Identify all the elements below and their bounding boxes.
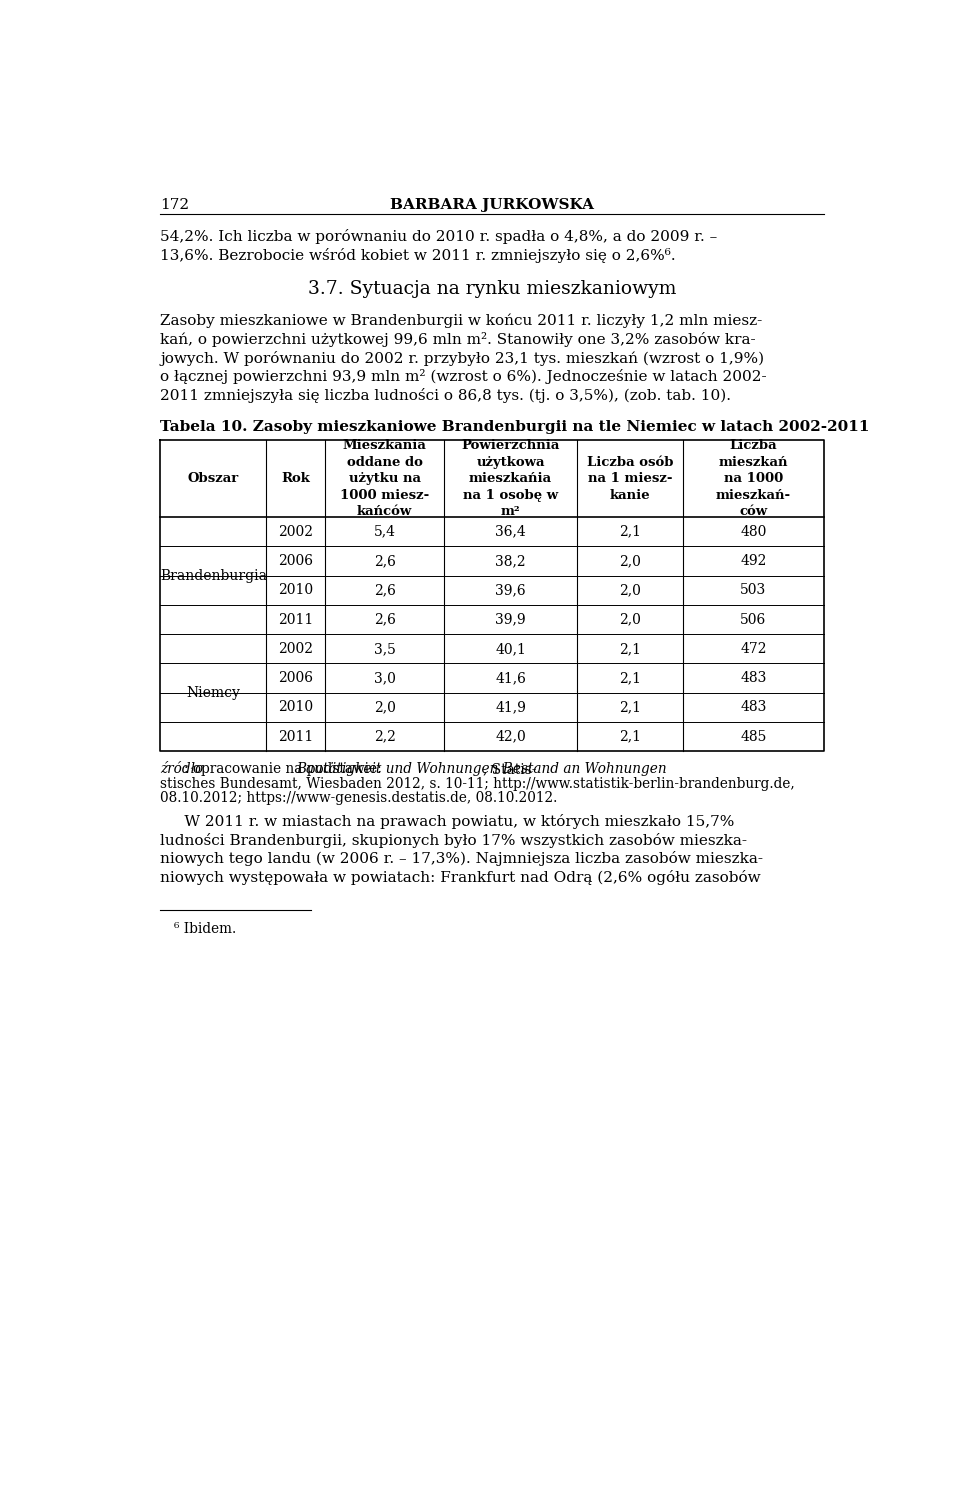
- Text: kań, o powierzchni użytkowej 99,6 mln m². Stanowiły one 3,2% zasobów kra-: kań, o powierzchni użytkowej 99,6 mln m²…: [160, 333, 756, 348]
- Text: 2,6: 2,6: [373, 612, 396, 626]
- Text: źródło: źródło: [160, 762, 204, 776]
- Text: : opracowanie na podstawie:: : opracowanie na podstawie:: [184, 762, 386, 776]
- Text: 39,9: 39,9: [495, 612, 526, 626]
- Text: , Statis-: , Statis-: [483, 762, 537, 776]
- Text: BARBARA JURKOWSKA: BARBARA JURKOWSKA: [390, 198, 594, 212]
- Text: 483: 483: [740, 671, 767, 685]
- Text: 2002: 2002: [278, 525, 313, 538]
- Text: ⁶ Ibidem.: ⁶ Ibidem.: [175, 922, 236, 936]
- Text: 2,1: 2,1: [619, 671, 641, 685]
- Text: 08.10.2012; https://www-genesis.destatis.de, 08.10.2012.: 08.10.2012; https://www-genesis.destatis…: [160, 791, 558, 806]
- Text: 2011 zmniejszyła się liczba ludności o 86,8 tys. (tj. o 3,5%), (zob. tab. 10).: 2011 zmniejszyła się liczba ludności o 8…: [160, 387, 732, 402]
- Text: Obszar: Obszar: [188, 472, 239, 485]
- Text: 503: 503: [740, 584, 766, 597]
- Text: 2011: 2011: [278, 612, 313, 626]
- Text: 2,2: 2,2: [373, 730, 396, 744]
- Text: 54,2%. Ich liczba w porównaniu do 2010 r. spadła o 4,8%, a do 2009 r. –: 54,2%. Ich liczba w porównaniu do 2010 r…: [160, 230, 717, 243]
- Text: niowych występowała w powiatach: Frankfurt nad Odrą (2,6% ogółu zasobów: niowych występowała w powiatach: Frankfu…: [160, 869, 761, 885]
- Text: 472: 472: [740, 641, 767, 656]
- Text: W 2011 r. w miastach na prawach powiatu, w których mieszkało 15,7%: W 2011 r. w miastach na prawach powiatu,…: [160, 815, 734, 830]
- Text: 2006: 2006: [278, 671, 313, 685]
- Text: 2,0: 2,0: [619, 553, 641, 569]
- Text: 2006: 2006: [278, 553, 313, 569]
- Text: 2002: 2002: [278, 641, 313, 656]
- Text: Liczba osób
na 1 miesz-
kanie: Liczba osób na 1 miesz- kanie: [587, 455, 673, 502]
- Text: 480: 480: [740, 525, 767, 538]
- Text: stisches Bundesamt, Wiesbaden 2012, s. 10-11; http://www.statistik-berlin-brande: stisches Bundesamt, Wiesbaden 2012, s. 1…: [160, 777, 795, 791]
- Text: Brandenburgia: Brandenburgia: [160, 569, 267, 582]
- Text: ludności Brandenburgii, skupionych było 17% wszystkich zasobów mieszka-: ludności Brandenburgii, skupionych było …: [160, 833, 747, 848]
- Text: 2,1: 2,1: [619, 700, 641, 714]
- Text: 2,1: 2,1: [619, 730, 641, 744]
- Text: 2011: 2011: [278, 730, 313, 744]
- Text: Mieszkania
oddane do
użytku na
1000 miesz-
kańców: Mieszkania oddane do użytku na 1000 mies…: [340, 438, 429, 519]
- Text: o łącznej powierzchni 93,9 mln m² (wzrost o 6%). Jednocześnie w latach 2002-: o łącznej powierzchni 93,9 mln m² (wzros…: [160, 369, 767, 384]
- Text: Bautätigkeit und Wohnungen Bestand an Wohnungen: Bautätigkeit und Wohnungen Bestand an Wo…: [296, 762, 666, 776]
- Text: Rok: Rok: [281, 472, 310, 485]
- Text: 2010: 2010: [278, 584, 313, 597]
- Text: 41,6: 41,6: [495, 671, 526, 685]
- Text: 485: 485: [740, 730, 767, 744]
- Text: Powierzchnia
użytkowa
mieszkańia
na 1 osobę w
m²: Powierzchnia użytkowa mieszkańia na 1 os…: [462, 438, 560, 519]
- Text: 5,4: 5,4: [373, 525, 396, 538]
- Text: 3,5: 3,5: [373, 641, 396, 656]
- Text: Zasoby mieszkaniowe w Brandenburgii w końcu 2011 r. liczyły 1,2 mln miesz-: Zasoby mieszkaniowe w Brandenburgii w ko…: [160, 314, 762, 328]
- Text: jowych. W porównaniu do 2002 r. przybyło 23,1 tys. mieszkań (wzrost o 1,9%): jowych. W porównaniu do 2002 r. przybyło…: [160, 351, 764, 366]
- Text: 13,6%. Bezrobocie wśród kobiet w 2011 r. zmniejszyło się o 2,6%⁶.: 13,6%. Bezrobocie wśród kobiet w 2011 r.…: [160, 248, 676, 263]
- Text: 2010: 2010: [278, 700, 313, 714]
- Text: 483: 483: [740, 700, 767, 714]
- Text: 3.7. Sytuacja na rynku mieszkaniowym: 3.7. Sytuacja na rynku mieszkaniowym: [308, 280, 676, 298]
- Text: Tabela 10. Zasoby mieszkaniowe Brandenburgii na tle Niemiec w latach 2002-2011: Tabela 10. Zasoby mieszkaniowe Brandenbu…: [160, 420, 870, 434]
- Text: 172: 172: [160, 198, 189, 212]
- Text: 42,0: 42,0: [495, 730, 526, 744]
- Text: 3,0: 3,0: [373, 671, 396, 685]
- Text: 2,1: 2,1: [619, 525, 641, 538]
- Text: 41,9: 41,9: [495, 700, 526, 714]
- Text: 2,6: 2,6: [373, 584, 396, 597]
- Text: 2,0: 2,0: [619, 612, 641, 626]
- Text: niowych tego landu (w 2006 r. – 17,3%). Najmniejsza liczba zasobów mieszka-: niowych tego landu (w 2006 r. – 17,3%). …: [160, 851, 763, 866]
- Text: 38,2: 38,2: [495, 553, 526, 569]
- Text: 2,1: 2,1: [619, 641, 641, 656]
- Text: 2,0: 2,0: [373, 700, 396, 714]
- Text: 36,4: 36,4: [495, 525, 526, 538]
- Text: 506: 506: [740, 612, 766, 626]
- Text: Liczba
mieszkаń
na 1000
mieszkań-
ców: Liczba mieszkаń na 1000 mieszkań- ców: [716, 438, 791, 519]
- Text: Niemcy: Niemcy: [186, 686, 240, 700]
- Text: 39,6: 39,6: [495, 584, 526, 597]
- Text: 492: 492: [740, 553, 767, 569]
- Text: 2,0: 2,0: [619, 584, 641, 597]
- Text: 40,1: 40,1: [495, 641, 526, 656]
- Text: 2,6: 2,6: [373, 553, 396, 569]
